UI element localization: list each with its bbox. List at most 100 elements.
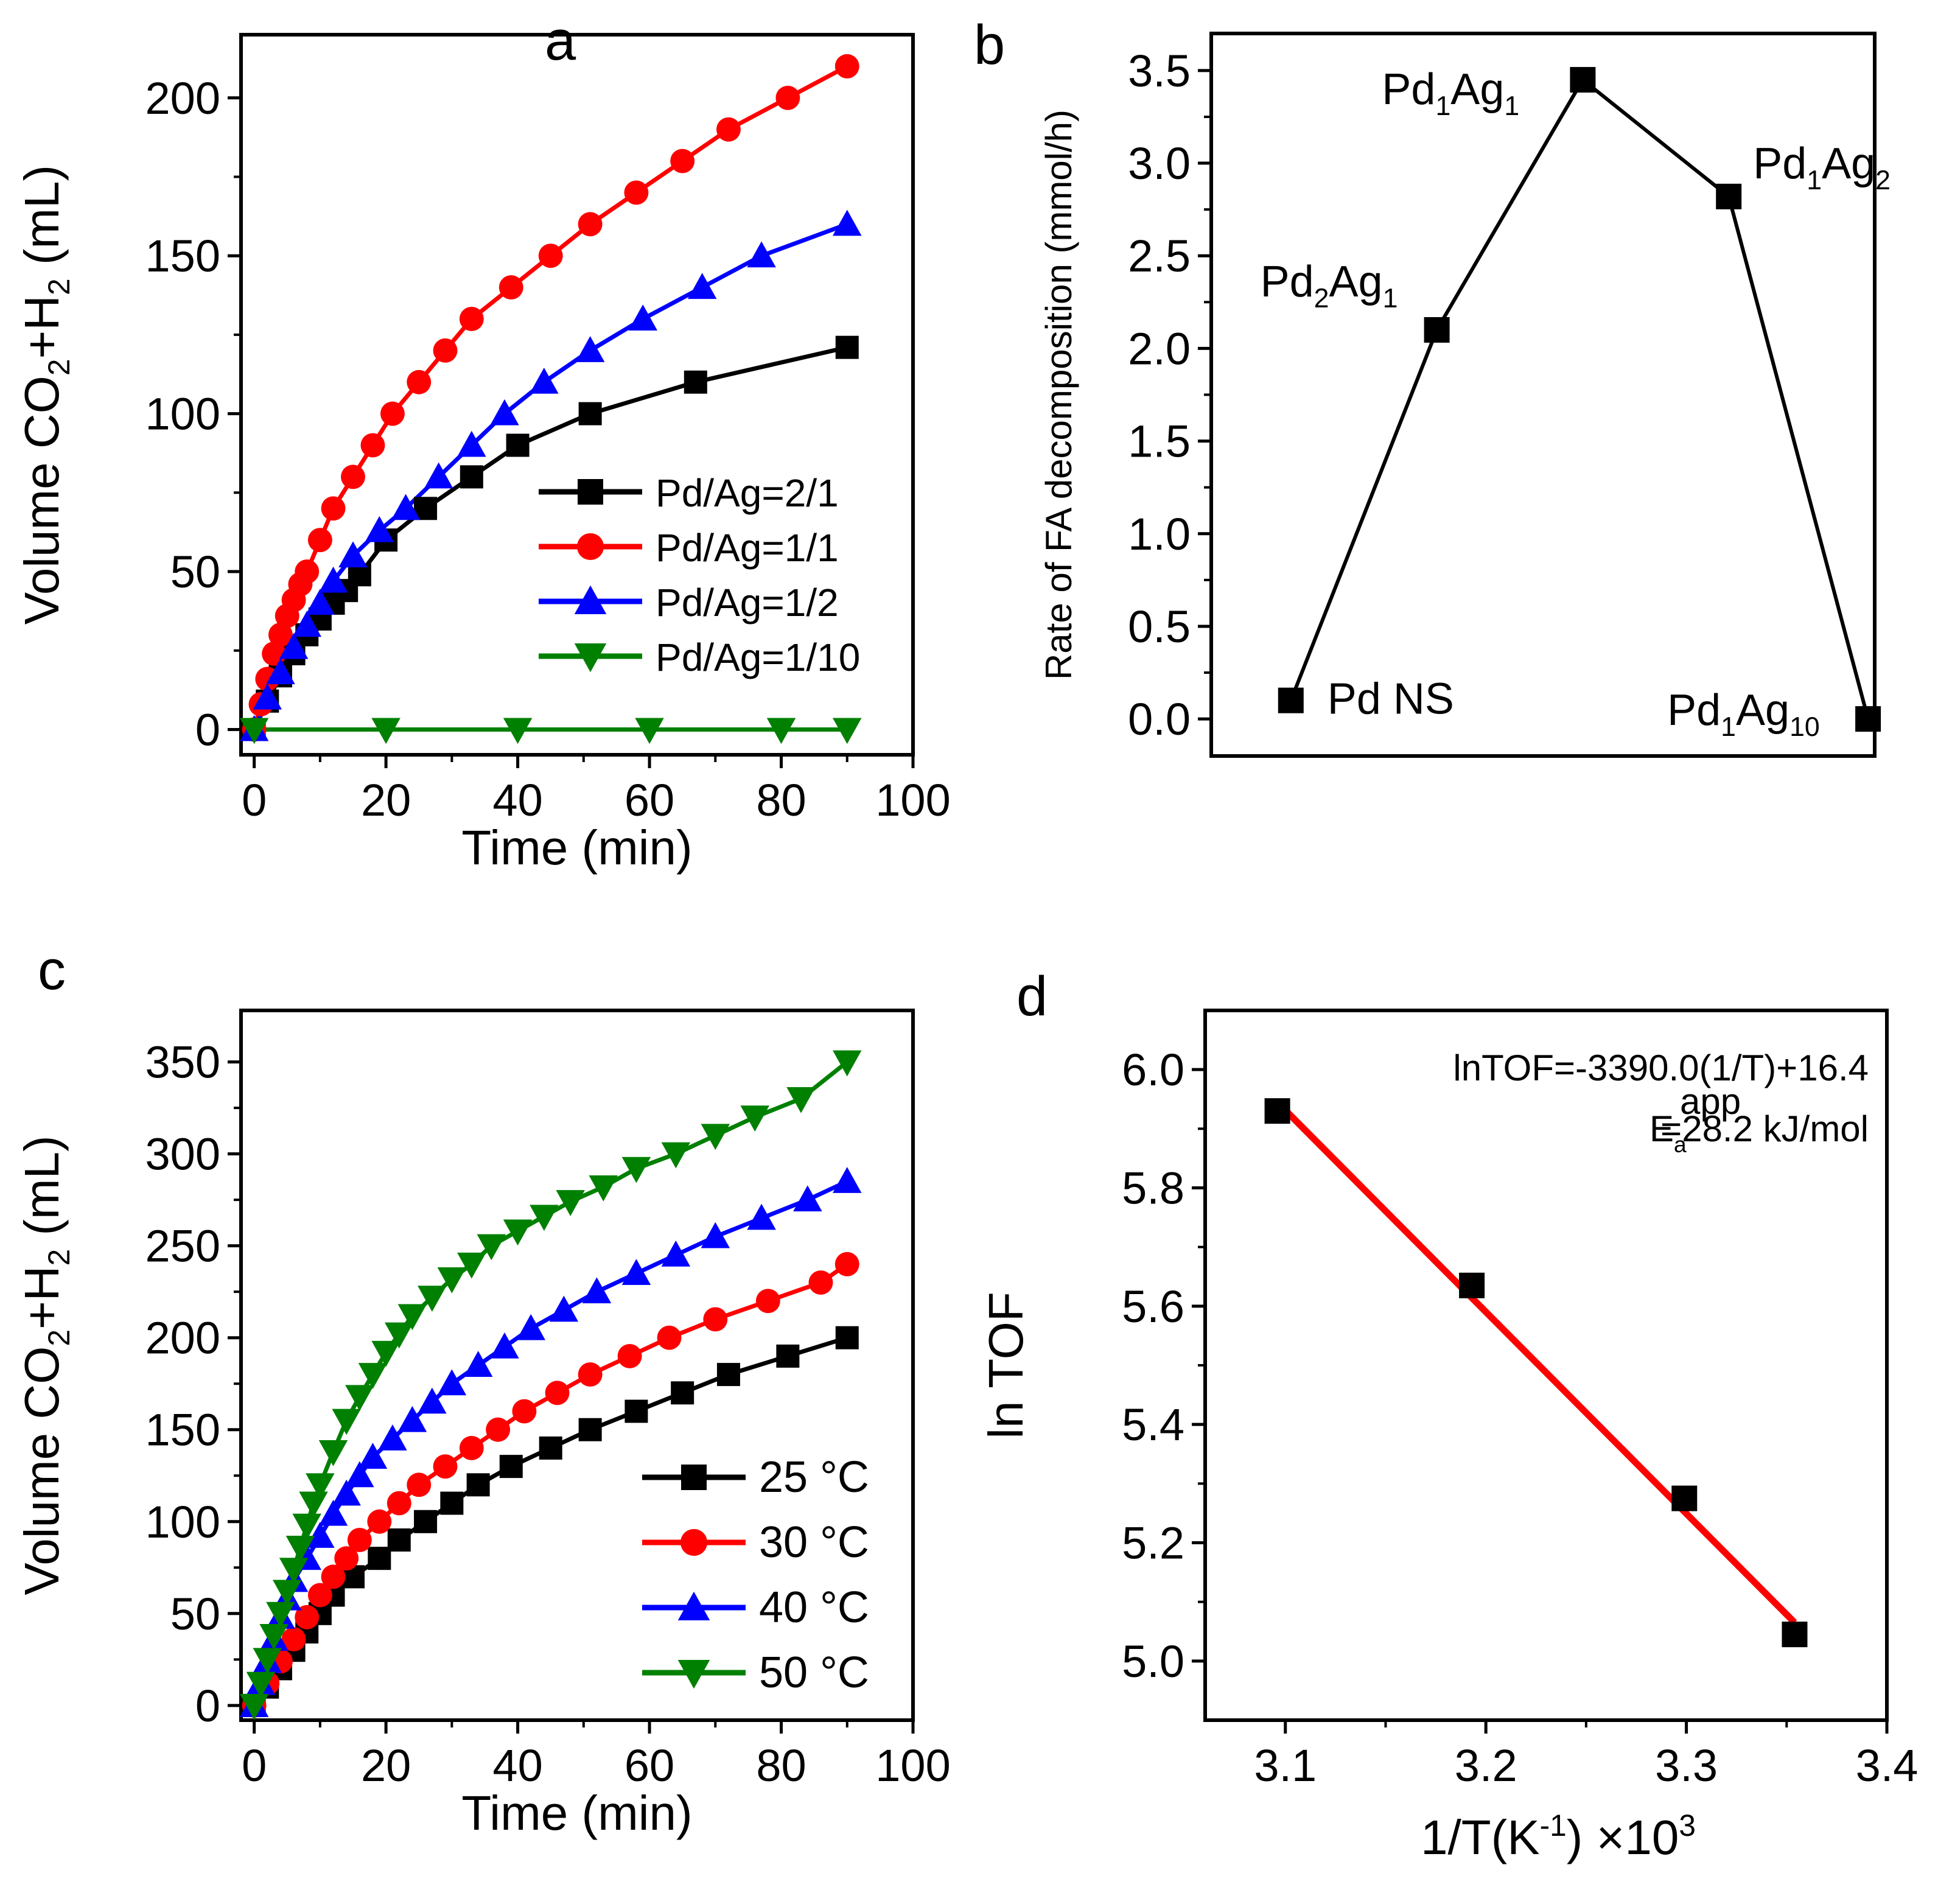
data-point [367,1509,392,1534]
data-point [538,243,563,268]
data-point [306,1473,335,1500]
text-part: 2 [42,278,76,295]
y-tick-label: 0.0 [1128,694,1191,744]
data-point [368,1547,391,1570]
x-tick-label: 3.3 [1655,1740,1718,1791]
data-point [621,1259,651,1285]
data-point [387,1528,411,1552]
data-point [292,611,321,637]
data-point [433,1454,458,1479]
data-point [371,718,401,744]
y-tick-label: 3.5 [1128,46,1191,96]
data-point [347,1528,372,1552]
y-axis-title: Volume CO2+H2 (mL) [15,165,76,625]
panel-letter: b [974,14,1005,76]
data-point [391,494,421,520]
x-tick-label: 40 [492,1740,542,1791]
data-point [661,1142,691,1169]
text-part: ) ×10 [1567,1810,1679,1864]
data-point [306,1522,335,1548]
y-tick-label: 5.0 [1122,1636,1184,1687]
y-tick-label: 5.4 [1122,1399,1184,1450]
data-point [246,1671,276,1698]
data-point [437,1267,467,1293]
x-tick-label: 0 [242,1740,267,1791]
data-point [345,1385,374,1412]
text-part: +H [15,1266,69,1330]
data-point [499,1455,523,1479]
x-tick-label: 3.1 [1254,1740,1317,1791]
data-point [687,273,717,299]
legend-marker [681,1465,707,1490]
text-part: (mL) [15,1135,69,1249]
data-point [259,1624,289,1650]
data-point [549,1295,579,1322]
data-point [457,1252,486,1279]
data-point [1278,687,1304,713]
panel-d: 5.0 5.2 5.4 5.6 5.8 6.0 3.1 3.2 3.3 3.4 lnTOF=-339… [979,965,1918,1864]
data-point [835,1326,859,1349]
data-point [466,1473,490,1497]
plot-frame [239,33,915,757]
data-point [281,1627,306,1652]
panel-b: 0.00.51.01.52.02.53.03.5Pd NSPd2Ag1Pd1Ag… [974,14,1891,758]
data-point [530,367,559,394]
data-point [418,1387,447,1414]
data-point [833,1167,862,1193]
x-tick-label: 40 [492,775,542,825]
data-point [378,1424,407,1451]
data-point [334,1546,359,1571]
legend-label: Pd/Ag=1/2 [656,581,839,625]
data-point [292,1513,321,1540]
activation-energy-symbol: Ea [1649,1108,1687,1157]
text-part: 1 [1383,284,1398,313]
text-part: 2 [42,1329,76,1346]
legend-marker [677,1591,710,1620]
x-tick-label: 80 [756,1740,806,1791]
legend-marker [578,479,603,505]
data-point [578,212,603,237]
y-axis-title: ln TOF [979,1292,1033,1439]
data-point [793,1185,822,1212]
data-point [321,496,346,521]
data-point [635,718,664,744]
data-point [295,1605,320,1629]
data-point [833,1050,862,1077]
data-point [786,1087,816,1113]
data-point [747,241,776,268]
data-point [440,1491,464,1515]
data-point [459,307,484,331]
text-part: 1 [1721,712,1736,742]
data-point [755,1289,780,1314]
data-point [460,465,483,489]
data-point [341,464,365,489]
x-tick-label: 60 [624,1740,674,1791]
y-tick-label: 50 [170,547,220,597]
text-part: Ag [1329,257,1383,306]
data-point [578,1418,602,1441]
legend-label: Pd/Ag=1/1 [656,526,839,570]
x-axis-title: Time (min) [461,1786,692,1840]
data-point [318,1440,348,1466]
data-point [307,1583,332,1608]
text-part: Pd [1261,257,1314,306]
data-point [318,566,348,593]
y-tick-label: 300 [145,1129,220,1180]
data-point [671,1381,694,1405]
data-point [701,1222,730,1248]
data-point [1855,706,1881,732]
data-point [503,718,533,744]
data-point [299,1491,328,1518]
data-point [556,1190,585,1216]
text-part: +H [15,295,69,359]
y-axis-title: Rate of FA decomposition (mmol/h) [1038,110,1079,680]
data-point [418,1286,447,1312]
panel-letter: a [545,10,576,72]
data-point [512,1399,537,1424]
x-tick-label: 20 [361,1740,411,1791]
x-axis-title: Time (min) [461,821,692,875]
plot-frame [239,1009,915,1722]
y-tick-label: 5.8 [1122,1163,1184,1214]
data-point [477,1234,506,1261]
data-point [834,1251,859,1276]
